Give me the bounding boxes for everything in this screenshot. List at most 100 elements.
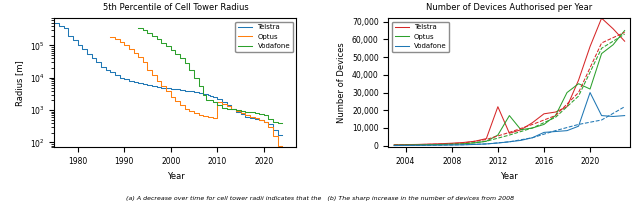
Telstra (260, 119, 268, 121)
Optus (260, 120, 268, 123)
Vodafone (181, 57, 189, 60)
Telstra (186, 89, 193, 92)
Telstra (552, 111, 559, 113)
Vodafone (200, 85, 207, 87)
Optus (483, 140, 490, 142)
Telstra (621, 40, 628, 42)
Optus (609, 44, 617, 46)
Vodafone (540, 131, 548, 134)
Optus (598, 52, 605, 55)
Telstra (563, 105, 571, 108)
Vodafone (274, 122, 282, 125)
Line: Telstra: Telstra (54, 23, 282, 135)
Telstra (609, 28, 617, 30)
Optus (241, 114, 249, 116)
Legend: Telstra, Optus, Vodafone: Telstra, Optus, Vodafone (236, 22, 293, 52)
Vodafone (172, 48, 179, 51)
Vodafone (448, 144, 456, 146)
Optus (246, 114, 253, 116)
Telstra (575, 79, 582, 81)
Vodafone (494, 142, 502, 144)
Optus (621, 29, 628, 32)
Optus (106, 36, 114, 38)
Telstra (413, 143, 421, 146)
Vodafone (552, 130, 559, 133)
Y-axis label: Number of Devices: Number of Devices (337, 42, 346, 123)
Optus (494, 134, 502, 136)
Telstra (517, 128, 525, 131)
Vodafone (134, 27, 142, 29)
Vodafone (621, 114, 628, 117)
Title: 5th Percentile of Cell Tower Radius: 5th Percentile of Cell Tower Radius (102, 3, 248, 12)
Optus (390, 144, 398, 146)
Line: Telstra: Telstra (394, 18, 625, 145)
Telstra (390, 144, 398, 146)
Vodafone (278, 122, 286, 125)
Vodafone (598, 114, 605, 117)
Telstra (529, 121, 536, 124)
Vodafone (209, 99, 216, 102)
Line: Vodafone: Vodafone (394, 93, 625, 145)
Telstra (483, 137, 490, 140)
Telstra (251, 118, 259, 120)
Optus (552, 114, 559, 117)
Optus (448, 143, 456, 145)
Optus (278, 145, 286, 148)
Optus (402, 144, 410, 146)
Telstra (255, 119, 263, 121)
Line: Optus: Optus (110, 37, 282, 146)
Optus (529, 127, 536, 129)
Title: Number of Devices Authorised per Year: Number of Devices Authorised per Year (426, 3, 593, 12)
Optus (506, 114, 513, 117)
Optus (540, 123, 548, 126)
Line: Optus: Optus (394, 31, 625, 145)
Telstra (274, 133, 282, 136)
Vodafone (506, 141, 513, 143)
Y-axis label: Radius [m]: Radius [m] (15, 60, 24, 106)
Optus (460, 143, 467, 145)
Optus (436, 143, 444, 146)
Telstra (540, 113, 548, 115)
Vodafone (483, 143, 490, 145)
Telstra (506, 132, 513, 135)
Vodafone (402, 144, 410, 147)
Vodafone (460, 144, 467, 146)
Telstra (402, 143, 410, 146)
Vodafone (586, 91, 594, 94)
Telstra (448, 142, 456, 144)
Telstra (598, 17, 605, 19)
Telstra (436, 143, 444, 145)
Telstra (425, 143, 433, 145)
Optus (471, 142, 479, 144)
Telstra (111, 74, 119, 77)
Telstra (586, 45, 594, 48)
Telstra (494, 105, 502, 108)
Vodafone (260, 113, 268, 115)
Optus (517, 128, 525, 131)
Telstra (471, 140, 479, 142)
Vodafone (274, 121, 282, 123)
Vodafone (390, 144, 398, 147)
Optus (586, 88, 594, 90)
Vodafone (609, 115, 617, 118)
Optus (563, 91, 571, 94)
Telstra (278, 133, 286, 136)
Vodafone (517, 139, 525, 142)
Vodafone (563, 129, 571, 132)
Vodafone (575, 125, 582, 127)
Optus (251, 116, 259, 118)
Optus (120, 44, 128, 47)
Optus (274, 145, 282, 148)
Vodafone (529, 137, 536, 139)
X-axis label: Year: Year (500, 172, 518, 181)
Telstra (460, 141, 467, 144)
Vodafone (471, 143, 479, 146)
Optus (237, 112, 244, 114)
Line: Vodafone: Vodafone (138, 28, 282, 123)
Optus (575, 82, 582, 85)
Vodafone (436, 144, 444, 146)
Telstra (51, 22, 58, 24)
Optus (413, 144, 421, 146)
X-axis label: Year: Year (166, 172, 184, 181)
Vodafone (425, 144, 433, 146)
